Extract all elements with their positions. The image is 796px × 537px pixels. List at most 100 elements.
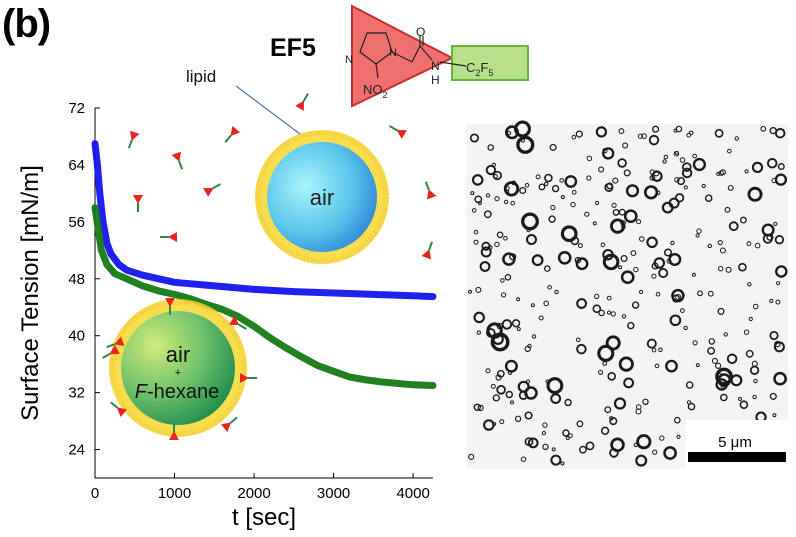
atom-no2-sub: 2 [383,90,388,100]
microbubble [651,347,657,353]
y-tick-label: 64 [68,157,85,174]
microbubble [494,241,500,248]
fluoro-f: F [480,60,488,75]
microbubble [586,155,593,162]
microbubble [663,154,669,160]
microbubble [521,212,539,231]
atom-fluoro-group: C2F5 [466,60,493,78]
ef5-molecule-icon [102,345,120,359]
microbubble [598,309,605,317]
microbubble [549,143,557,151]
ef5-molecule-icon [424,181,437,200]
microbubble [485,368,491,374]
microbubble [521,138,525,143]
bubble2-plus-label: + [175,367,181,379]
microbubble [577,243,583,249]
microbubble [665,359,678,373]
microbubble [501,292,507,298]
microbubble [576,298,587,309]
microbubble [666,258,672,264]
microbubble [618,356,634,372]
microbubble [683,325,688,331]
microbubble [686,132,692,138]
microbubble [576,420,584,428]
microbubble [773,371,787,386]
microbubble [738,397,742,401]
molecule-head [396,130,407,139]
microbubble [473,403,481,411]
y-tick-label: 24 [68,442,85,459]
microbubble [544,181,549,187]
microbubble [727,148,732,154]
ef5-molecule-icon [110,401,128,418]
ef5-structure: N N NO2 O N H C2F5 [345,4,529,108]
microbubble [620,254,628,263]
microbubble [524,437,534,446]
microbubble [550,454,562,466]
atom-n-ring-2: N [389,47,397,59]
microbubble [503,236,508,241]
bubble2-hexane-label: -hexane [147,381,219,403]
molecule-head [295,100,304,111]
microbubble [491,162,496,167]
microbubble [475,286,482,293]
microbubble [607,310,612,315]
microbubble [718,266,724,272]
fluoro-sub1: 2 [475,68,480,78]
molecule-tail [302,93,309,102]
microbubble [635,408,642,415]
microbubble [551,184,560,193]
microbubble [473,229,479,235]
microbubble [547,285,552,290]
microbubble [585,441,595,451]
microbubble [754,242,761,249]
microbubble [493,174,499,179]
microbubble [621,314,627,319]
microbubble [775,265,788,278]
molecule-head [114,336,125,346]
molecule-tail [389,125,398,132]
microbubble [592,304,602,314]
microbubble [519,186,527,195]
microbubble [774,173,788,186]
microbubble [476,330,481,335]
ef5-molecule-icon [203,183,221,197]
microbubble [551,447,556,452]
microbubble [716,171,721,176]
ef5-molecule-icon [171,151,184,170]
microbubble [538,183,546,191]
microbubble [554,289,559,295]
microbubble [747,282,752,287]
microbubble [471,174,484,186]
microbubble [604,182,614,192]
microbubble [574,256,582,264]
microbubble [548,215,556,223]
microbubble [727,184,734,191]
microbubble [724,206,731,213]
microbubble [597,344,615,362]
microbubble [654,363,660,369]
microbubble [753,378,758,384]
microbubble [483,419,495,431]
atom-amide-h: H [431,73,440,87]
microbubble [510,400,514,405]
microbubble [527,343,532,349]
microbubble [748,316,753,322]
microbubble [602,147,615,160]
microbubble [642,398,649,405]
microbubble [622,142,629,149]
microbubble [504,125,519,140]
microbubble [623,169,631,177]
molecule-head [220,422,232,433]
microbubble [495,374,502,381]
microbubble [617,158,627,168]
microbubble [511,180,517,186]
microbubble [623,209,638,224]
microbubble-field [468,120,788,467]
microbubble [559,178,565,183]
microbubble [676,434,681,439]
microbubble [517,380,530,393]
microbubble [562,429,570,437]
bubble2-f-label: F [135,381,149,403]
